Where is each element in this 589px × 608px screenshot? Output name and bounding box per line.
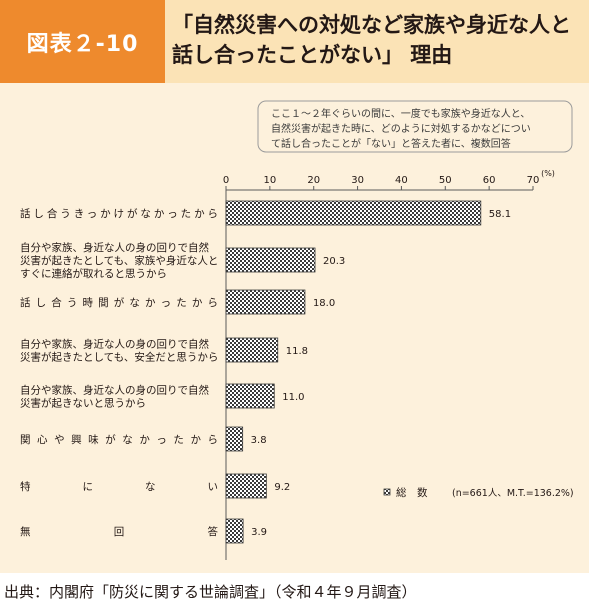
x-unit-label: (%): [541, 169, 555, 178]
category-label: 話し合う時間がなかったから: [20, 296, 218, 309]
bars: 58.1 20.3 18.0 11.8 11.0 3.8 9.2 3.9: [225, 200, 511, 544]
category-labels: 話し合うきっかけがなかったから自分や家族、身近な人の身の回りで自然災害が起きたと…: [20, 207, 219, 538]
bar: [225, 247, 316, 273]
legend-note: (n=661人、M.T.=136.2%): [452, 488, 574, 499]
x-tick-label: 70: [527, 175, 540, 186]
category-label: 特にない: [20, 481, 218, 493]
category-label: 自分や家族、身近な人の身の回りで自然: [20, 384, 209, 397]
x-tick-label: 40: [395, 175, 408, 186]
figure-title-line-1: 「自然災害への対処など家族や身近な人と: [172, 13, 571, 37]
category-label: 無回答: [20, 525, 219, 538]
category-label: 話し合うきっかけがなかったから: [20, 207, 218, 220]
survey-note-box: ここ１～２年ぐらいの間に、一度でも家族や身近な人と、自然災害が起きた時に、どのよ…: [257, 100, 573, 153]
legend: 総 数 (n=661人、M.T.=136.2%): [383, 486, 574, 499]
chart-panel: [0, 83, 589, 573]
category-label: 災害が起きたとしても、家族や身近な人と: [20, 254, 218, 267]
bar-value-label: 18.0: [313, 298, 335, 309]
figure-title-line-2: 話し合ったことがない」 理由: [172, 43, 453, 67]
bar-value-label: 9.2: [274, 482, 290, 493]
bar-value-label: 11.0: [282, 392, 304, 403]
source-citation: 出典：内閣府「防災に関する世論調査」（令和４年９月調査）: [4, 583, 417, 601]
note-line: 自然災害が起きた時に、どのように対処するかなどについ: [271, 122, 531, 135]
x-tick-label: 10: [263, 175, 276, 186]
category-label: すぐに連絡が取れると思うから: [20, 267, 167, 280]
figure-header: 図表２-10 「自然災害への対処など家族や身近な人と 話し合ったことがない」 理…: [0, 0, 589, 83]
bar: [225, 518, 244, 544]
bar-value-label: 11.8: [286, 346, 308, 357]
bar-value-label: 3.8: [251, 435, 267, 446]
figure-title: 「自然災害への対処など家族や身近な人と 話し合ったことがない」 理由: [172, 10, 582, 70]
note-line: ここ１～２年ぐらいの間に、一度でも家族や身近な人と、: [271, 107, 530, 120]
category-label: 自分や家族、身近な人の身の回りで自然: [20, 241, 209, 254]
note-line: て話し合ったことが「ない」と答えた者に、複数回答: [271, 137, 511, 150]
bar-value-label: 3.9: [251, 527, 267, 538]
bar: [225, 473, 267, 499]
x-tick-label: 0: [223, 175, 229, 186]
x-axis: 0 10 20 30 40 50 60 70(%): [223, 169, 555, 560]
bar: [225, 383, 275, 409]
bar-value-label: 20.3: [323, 256, 345, 267]
category-label: 災害が起きたとしても、安全だと思うから: [20, 351, 218, 364]
legend-series-name: 総 数: [396, 486, 428, 499]
category-label: 災害が起きないと思うから: [20, 397, 146, 410]
bar: [225, 289, 306, 315]
x-tick-label: 50: [439, 175, 452, 186]
bar: [225, 337, 279, 363]
category-label: 関心や興味がなかったから: [20, 433, 218, 446]
bar: [225, 200, 482, 226]
x-tick-label: 20: [307, 175, 320, 186]
x-tick-label: 60: [483, 175, 496, 186]
figure-number-badge: 図表２-10: [0, 0, 165, 83]
bar: [225, 426, 244, 452]
x-tick-label: 30: [351, 175, 364, 186]
category-label: 自分や家族、身近な人の身の回りで自然: [20, 338, 209, 351]
note-box-frame: [257, 100, 573, 153]
bar-value-label: 58.1: [489, 209, 511, 220]
legend-swatch: [383, 488, 391, 496]
